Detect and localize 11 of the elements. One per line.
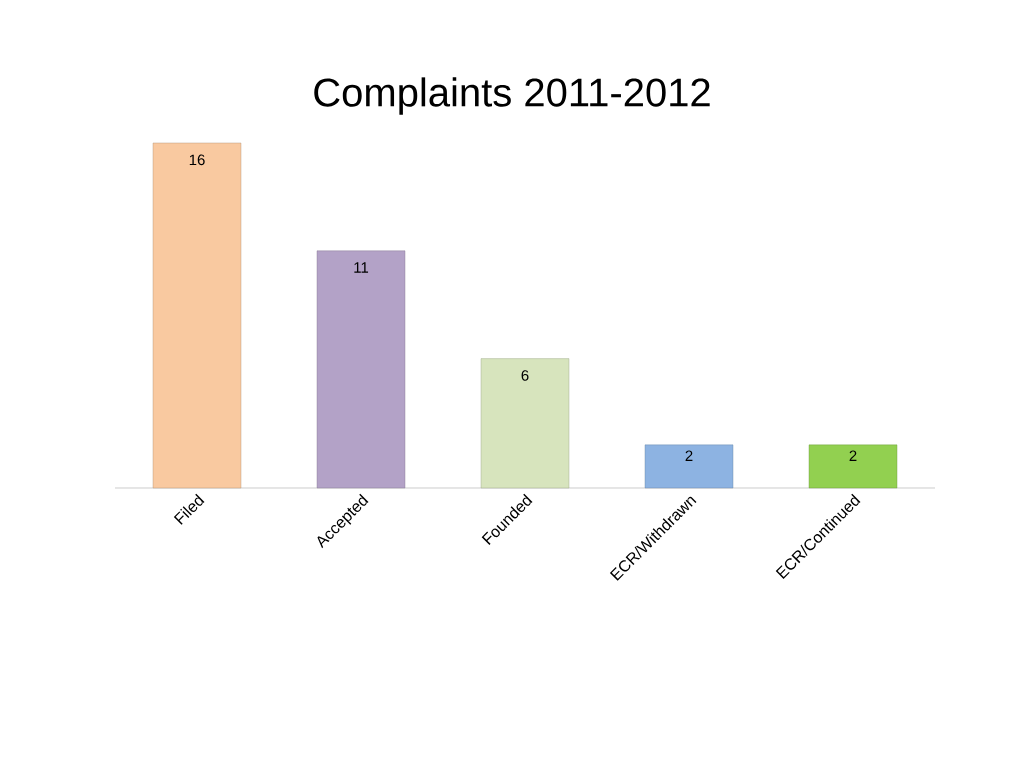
data-label: 11 — [354, 262, 369, 273]
chart-title: Complaints 2011-2012 — [314, 77, 710, 115]
bar — [152, 142, 242, 489]
bar — [316, 250, 406, 489]
data-label: 2 — [685, 450, 693, 461]
bar — [644, 444, 734, 489]
data-label: 6 — [521, 370, 529, 381]
bar — [480, 358, 570, 489]
data-label: 16 — [189, 154, 205, 166]
data-label: 2 — [849, 450, 857, 461]
bar — [808, 444, 898, 489]
